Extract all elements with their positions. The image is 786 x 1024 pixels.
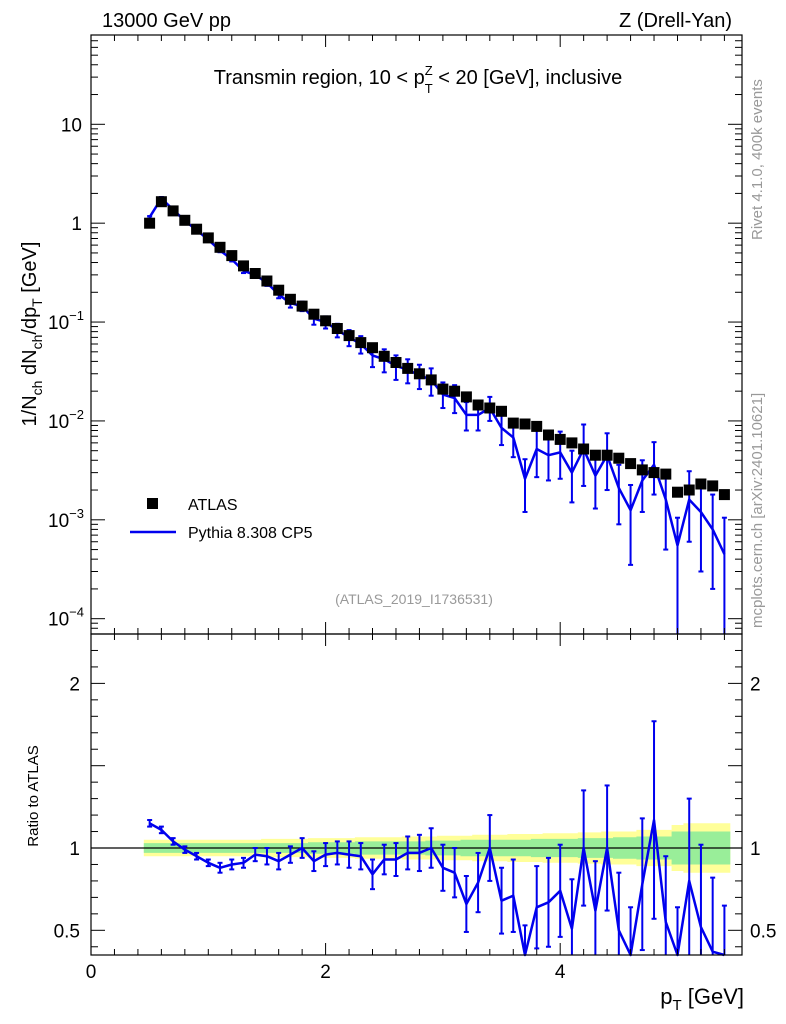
- x-tick-label: 0: [86, 962, 97, 983]
- atlas-data-point: [496, 405, 507, 417]
- atlas-data-point: [355, 337, 367, 349]
- y-tick-label: 10: [61, 115, 82, 136]
- atlas-data-point: [554, 433, 566, 445]
- atlas-data-point: [625, 458, 637, 470]
- ratio-frame: [90, 633, 743, 956]
- y-tick-label: 10−3: [48, 506, 84, 532]
- atlas-data-point: [589, 449, 601, 461]
- atlas-data-point: [155, 196, 167, 208]
- energy-label: 13000 GeV pp: [102, 10, 231, 32]
- atlas-data-point: [390, 357, 402, 368]
- ratio-series-line: [148, 818, 725, 957]
- atlas-data-point: [648, 467, 660, 479]
- ratio-y-tick-label: 2: [69, 674, 80, 695]
- atlas-data-point: [191, 223, 203, 235]
- atlas-data-point: [507, 417, 519, 429]
- x-tick-label: 2: [320, 962, 331, 983]
- ratio-y-tick-label-right: 2: [750, 674, 761, 695]
- atlas-data-point: [261, 275, 273, 287]
- atlas-data-point: [378, 350, 390, 362]
- atlas-data-point: [367, 342, 378, 354]
- ratio-y-tick-label-right: 1: [750, 839, 761, 860]
- atlas-data-point: [144, 217, 156, 229]
- atlas-data-point: [273, 284, 285, 296]
- atlas-data-point: [249, 268, 261, 279]
- y-tick-label: 10−2: [48, 407, 84, 433]
- atlas-data-point: [238, 260, 249, 272]
- rivet-version-label: Rivet 4.1.0, 400k events: [749, 79, 766, 240]
- atlas-data-point: [214, 241, 226, 253]
- legend-label-atlas: ATLAS: [188, 497, 238, 514]
- legend-marker-atlas: [147, 498, 158, 509]
- main-panel: 10 1 10−1 10−2 10−3 10−4: [48, 34, 743, 635]
- atlas-data-point: [202, 232, 214, 244]
- legend: ATLAS Pythia 8.308 CP5: [130, 497, 313, 542]
- atlas-data-point: [695, 478, 707, 490]
- atlas-data-point: [402, 362, 414, 374]
- ratio-y-tick-label: 1: [69, 839, 80, 860]
- atlas-data-point: [226, 250, 238, 262]
- atlas-data-point: [566, 437, 578, 449]
- atlas-data-point: [449, 385, 461, 397]
- y-tick-label: 1: [71, 214, 82, 235]
- y-axis-title: 1/Nch dNch/dpT [GeV]: [19, 242, 45, 427]
- atlas-data-point: [284, 293, 296, 305]
- ratio-y-tick-label-right: 0.5: [750, 921, 776, 942]
- atlas-data-point: [167, 205, 179, 217]
- atlas-data-point: [519, 418, 531, 430]
- atlas-data-point: [660, 468, 672, 480]
- mc-series-line: [148, 197, 726, 555]
- atlas-data-point: [543, 429, 554, 441]
- x-tick-label: 4: [555, 962, 566, 983]
- atlas-data-point: [343, 330, 355, 342]
- ratio-y-axis-title: Ratio to ATLAS: [25, 745, 42, 846]
- atlas-data-point: [296, 300, 308, 312]
- atlas-data-point: [179, 214, 191, 226]
- atlas-data-point: [308, 308, 320, 320]
- mcplots-label: mcplots.cern.ch [arXiv:2401.10621]: [749, 393, 766, 628]
- atlas-data-point: [718, 489, 730, 501]
- y-tick-label: 10−4: [48, 605, 84, 631]
- atlas-data-point: [320, 315, 332, 327]
- y-tick-label: 10−1: [48, 308, 84, 334]
- atlas-data-point: [601, 449, 613, 461]
- atlas-data-point: [437, 383, 449, 395]
- main-frame: [90, 34, 743, 635]
- atlas-data-point: [331, 323, 343, 334]
- atlas-data-point: [413, 368, 425, 380]
- process-label: Z (Drell-Yan): [619, 10, 732, 32]
- atlas-data-point: [636, 464, 648, 476]
- ratio-y-tick-label: 0.5: [54, 921, 80, 942]
- atlas-data-point: [613, 452, 625, 464]
- atlas-data-point: [531, 420, 543, 432]
- ratio-panel: 0 2 4 2 2 1 1 0.5 0.5: [54, 633, 776, 983]
- chart-title: Transmin region, 10 < pZ T < 20 [GeV], in…: [214, 63, 623, 96]
- atlas-data-point: [484, 402, 496, 414]
- atlas-data-point: [672, 486, 683, 498]
- x-axis-title: pT [GeV]: [660, 984, 744, 1014]
- atlas-data-point: [707, 480, 719, 492]
- svg-text:1/Nch dNch/dpT [GeV]: 1/Nch dNch/dpT [GeV]: [19, 242, 45, 427]
- atlas-data-point: [460, 391, 472, 403]
- atlas-data-point: [425, 374, 437, 386]
- atlas-data-point: [578, 443, 590, 455]
- atlas-data-point: [472, 399, 484, 411]
- legend-label-pythia: Pythia 8.308 CP5: [188, 525, 313, 542]
- atlas-data-point: [683, 484, 695, 496]
- analysis-id-label: (ATLAS_2019_I1736531): [335, 591, 493, 607]
